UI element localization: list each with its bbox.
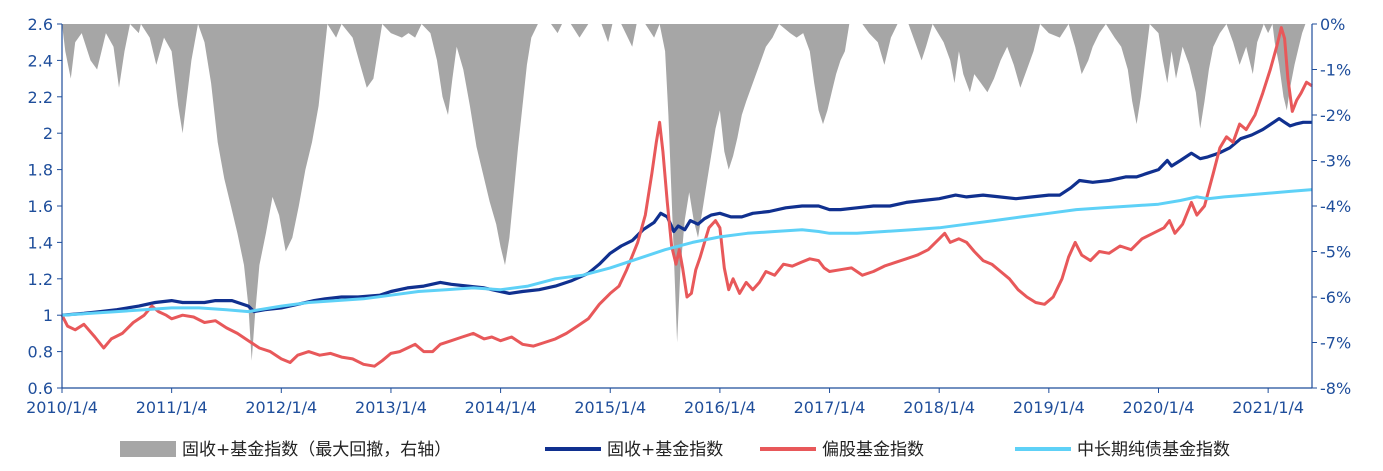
x-tick-label: 2014/1/4 [465,398,537,417]
series-drawdown-area [62,24,1312,361]
x-tick-label: 2018/1/4 [903,398,975,417]
x-tick-label: 2021/1/4 [1232,398,1304,417]
right-tick-label: -5% [1320,243,1351,262]
x-tick-label: 2016/1/4 [684,398,756,417]
left-tick-label: 1.8 [28,161,53,180]
legend-label: 偏股基金指数 [822,440,924,460]
series-fixed-income-plus-line [61,117,1312,317]
left-tick-label: 1.2 [28,270,53,289]
legend: 固收+基金指数（最大回撤，右轴） 固收+基金指数 偏股基金指数 中长期纯债基金指数 [120,440,1230,460]
x-tick-label: 2010/1/4 [26,398,98,417]
left-tick-label: 1.4 [28,233,53,252]
left-tick-label: 0.8 [28,343,53,362]
series-equity-fund-line [60,26,1313,368]
right-tick-label: 0% [1320,15,1345,34]
legend-swatch [120,441,176,457]
x-tick-label: 2017/1/4 [794,398,866,417]
x-tick-label: 2020/1/4 [1123,398,1195,417]
x-tick-label: 2019/1/4 [1013,398,1085,417]
right-tick-label: -1% [1320,61,1351,80]
x-tick-label: 2013/1/4 [355,398,427,417]
x-tick-label: 2011/1/4 [136,398,208,417]
legend-label: 中长期纯债基金指数 [1077,440,1230,460]
left-tick-label: 2.6 [28,15,53,34]
right-tick-label: -8% [1320,379,1351,398]
legend-item: 中长期纯债基金指数 [1015,440,1230,460]
legend-label: 固收+基金指数 [607,440,723,460]
legend-item: 偏股基金指数 [760,440,924,460]
series-bond-fund-line [61,188,1313,317]
right-tick-label: -2% [1320,106,1351,125]
x-tick-label: 2012/1/4 [245,398,317,417]
legend-item: 固收+基金指数 [545,440,723,460]
right-tick-label: -4% [1320,197,1351,216]
left-tick-label: 2.2 [28,88,53,107]
left-tick-label: 2.4 [28,51,53,70]
x-tick-label: 2015/1/4 [574,398,646,417]
axes-layer: 0.6 0.8 1 1.2 1.4 1.6 1.8 2 2.2 2.4 2.6 0% -1% -2% -3%… [26,15,1351,417]
left-tick-label: 0.6 [28,379,53,398]
legend-item: 固收+基金指数（最大回撤，右轴） [120,440,451,460]
legend-label: 固收+基金指数（最大回撤，右轴） [182,440,451,460]
right-tick-label: -7% [1320,334,1351,353]
left-tick-label: 1.6 [28,197,53,216]
left-tick-label: 2 [43,124,53,143]
left-tick-label: 1 [43,306,53,325]
right-tick-label: -6% [1320,288,1351,307]
plot-layer [60,24,1313,368]
right-tick-label: -3% [1320,152,1351,171]
